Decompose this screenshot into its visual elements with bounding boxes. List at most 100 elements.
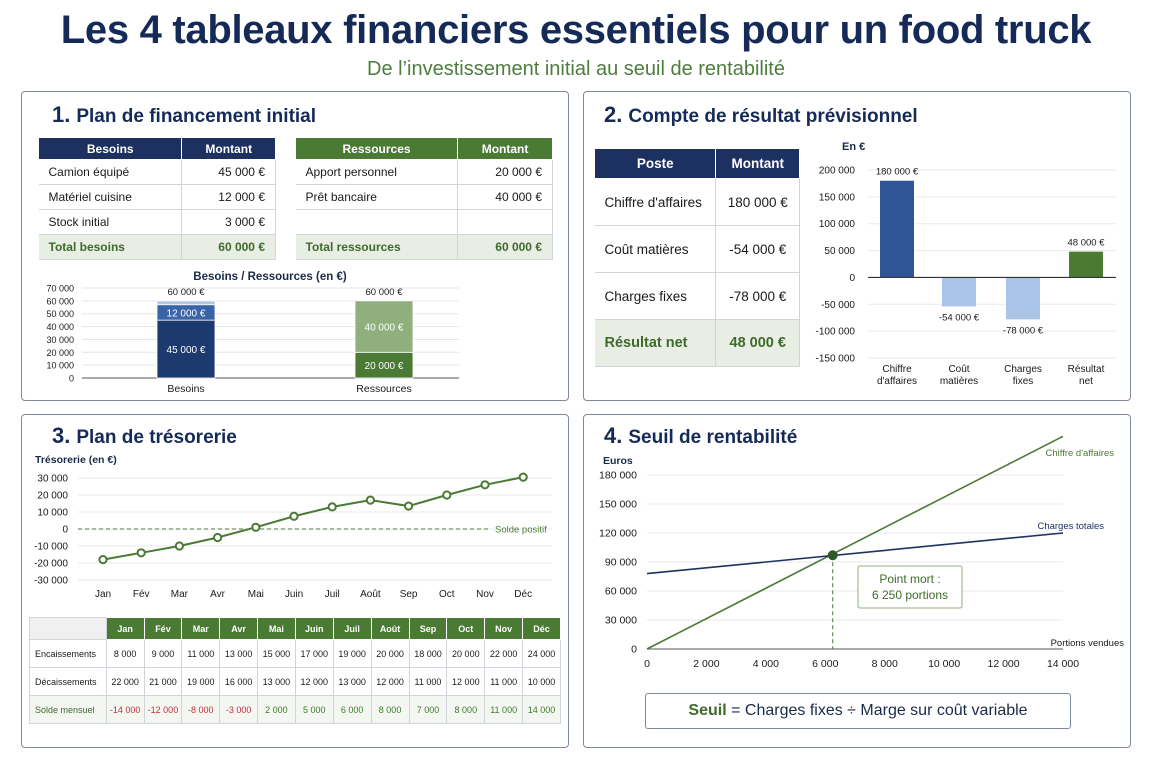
table-cell: 16 000 (219, 667, 259, 696)
y-tick-label: 60 000 (46, 296, 74, 306)
y-tick-label: -150 000 (816, 354, 856, 365)
y-axis-label: En € (842, 141, 865, 153)
table-cell (457, 209, 553, 235)
y-axis-label: Euros (603, 455, 633, 467)
bar-label: 48 000 € (1068, 238, 1106, 249)
y-tick-label: 90 000 (605, 557, 637, 569)
table-cell: 19 000 (332, 639, 372, 668)
table-header: Montant (181, 137, 276, 160)
table-cell: Apport personnel (295, 159, 459, 185)
table-cell: -3 000 (219, 695, 259, 724)
y-tick-label: 30 000 (605, 615, 637, 627)
table-row: Coût matières -54 000 € (594, 225, 800, 273)
y-tick-label: -100 000 (816, 327, 856, 338)
x-tick-label: 8 000 (872, 658, 898, 670)
compte-resultat-table: Poste Montant Chiffre d'affaires 180 000 … (593, 148, 800, 367)
table-total-row: Résultat net 48 000 € (594, 319, 800, 367)
bar-segment (156, 319, 216, 379)
table-cell: 12 000 (446, 667, 486, 696)
table-cell: 60 000 € (181, 234, 276, 260)
y-tick-label: 10 000 (46, 361, 74, 371)
x-tick-label: Avr (210, 589, 225, 600)
table-cell: 6 000 (332, 695, 372, 724)
besoins-ressources-chart: Besoins / Ressources (en €) 0 10 000 20 000… (46, 271, 459, 395)
y-tick-label: 30 000 (46, 335, 74, 345)
series-label: Chiffre d'affaires (1045, 448, 1114, 459)
x-tick-label: Charges (1004, 364, 1042, 375)
table-cell: 48 000 € (715, 319, 800, 367)
table-cell: Résultat net (594, 319, 717, 367)
table-cell: -8 000 (181, 695, 221, 724)
table-cell: 21 000 (143, 667, 183, 696)
x-tick-label: Fév (133, 589, 150, 600)
panel-seuil-rentabilite: 4. Seuil de rentabilité Euros 0 30 000 60 00… (583, 414, 1131, 748)
table-header: Déc (522, 617, 561, 640)
x-tick-label: d'affaires (877, 376, 917, 387)
data-point (289, 511, 299, 521)
table-cell: 8 000 (446, 695, 486, 724)
seuil-rentabilite-chart: Euros 0 30 000 60 000 90 000 120 000 150 000 18… (599, 435, 1124, 670)
bar-label: 180 000 € (876, 167, 919, 178)
panel-number: 4. (604, 423, 623, 448)
table-row: Chiffre d'affaires 180 000 € (594, 178, 800, 226)
bar-segment (156, 300, 216, 306)
x-tick-label: Jan (95, 589, 111, 600)
data-point (404, 501, 414, 511)
table-total-row: Total ressources 60 000 € (295, 234, 553, 260)
data-point (518, 472, 528, 482)
x-tick-label: Ressources (356, 383, 411, 395)
formula-label: Seuil (688, 702, 727, 719)
table-cell: 8 000 (370, 695, 410, 724)
x-tick-label: Oct (439, 589, 455, 600)
table-cell: 19 000 (181, 667, 221, 696)
table-header: Besoins (37, 137, 183, 160)
table-row: Décaissements 22 000 21 000 19 000 16 000 13 … (29, 667, 561, 696)
table-cell: 7 000 (408, 695, 448, 724)
table-row: Apport personnel 20 000 € (295, 159, 553, 185)
table-cell: Stock initial (38, 209, 183, 235)
x-tick-label: Besoins (167, 383, 204, 395)
table-cell: Prêt bancaire (295, 184, 459, 210)
x-tick-label: 10 000 (928, 658, 960, 670)
bar-label: -54 000 € (939, 312, 980, 323)
table-row: Matériel cuisine 12 000 € (38, 184, 276, 210)
panel-title-text: Plan de trésorerie (76, 427, 237, 448)
panel-title: 3. Plan de trésorerie (52, 423, 237, 449)
x-tick-label: Mar (171, 589, 189, 600)
table-cell: 20 000 € (457, 159, 553, 185)
row-label: Solde mensuel (29, 695, 107, 724)
x-tick-label: 12 000 (988, 658, 1020, 670)
panel-title: 1. Plan de financement initial (52, 102, 316, 128)
annotation-text: 6 250 portions (872, 588, 948, 602)
table-cell: 13 000 (332, 667, 372, 696)
table-header: Mar (181, 617, 221, 640)
y-tick-label: 70 000 (46, 284, 74, 294)
table-header: Juil (332, 617, 372, 640)
data-point (213, 532, 223, 543)
bar-label: -78 000 € (1003, 325, 1044, 336)
formula-text: = Charges fixes ÷ Marge sur coût variabl… (726, 702, 1028, 719)
x-tick-label: Juil (325, 589, 340, 600)
table-cell: 11 000 (408, 667, 448, 696)
panel-title-text: Compte de résultat prévisionnel (628, 106, 918, 127)
table-header: Oct (446, 617, 486, 640)
y-tick-label: 0 (849, 273, 855, 284)
y-tick-label: 50 000 (824, 246, 855, 257)
row-label: Décaissements (29, 667, 107, 696)
y-tick-label: 100 000 (819, 219, 856, 230)
table-row: Camion équipé 45 000 € (38, 159, 276, 185)
x-tick-label: Nov (476, 589, 494, 600)
bar-total-label: 60 000 € (168, 287, 206, 298)
table-header: Mai (257, 617, 296, 640)
annotation-text: Point mort : (879, 572, 940, 586)
x-tick-label: Sep (400, 589, 418, 600)
table-cell: 12 000 € (181, 184, 276, 210)
table-header: Jan (105, 617, 145, 640)
tresorerie-chart: Trésorerie (en €) -30 000 -20 000 -10 000 0 1… (34, 454, 552, 600)
table-cell: 11 000 (181, 639, 221, 668)
table-cell: Coût matières (594, 225, 717, 273)
y-tick-label: 50 000 (46, 309, 74, 319)
table-row: Solde mensuel -14 000 -12 000 -8 000 -3 000 2… (29, 695, 561, 724)
table-header: Montant (457, 137, 553, 160)
x-tick-label: Juin (285, 589, 303, 600)
